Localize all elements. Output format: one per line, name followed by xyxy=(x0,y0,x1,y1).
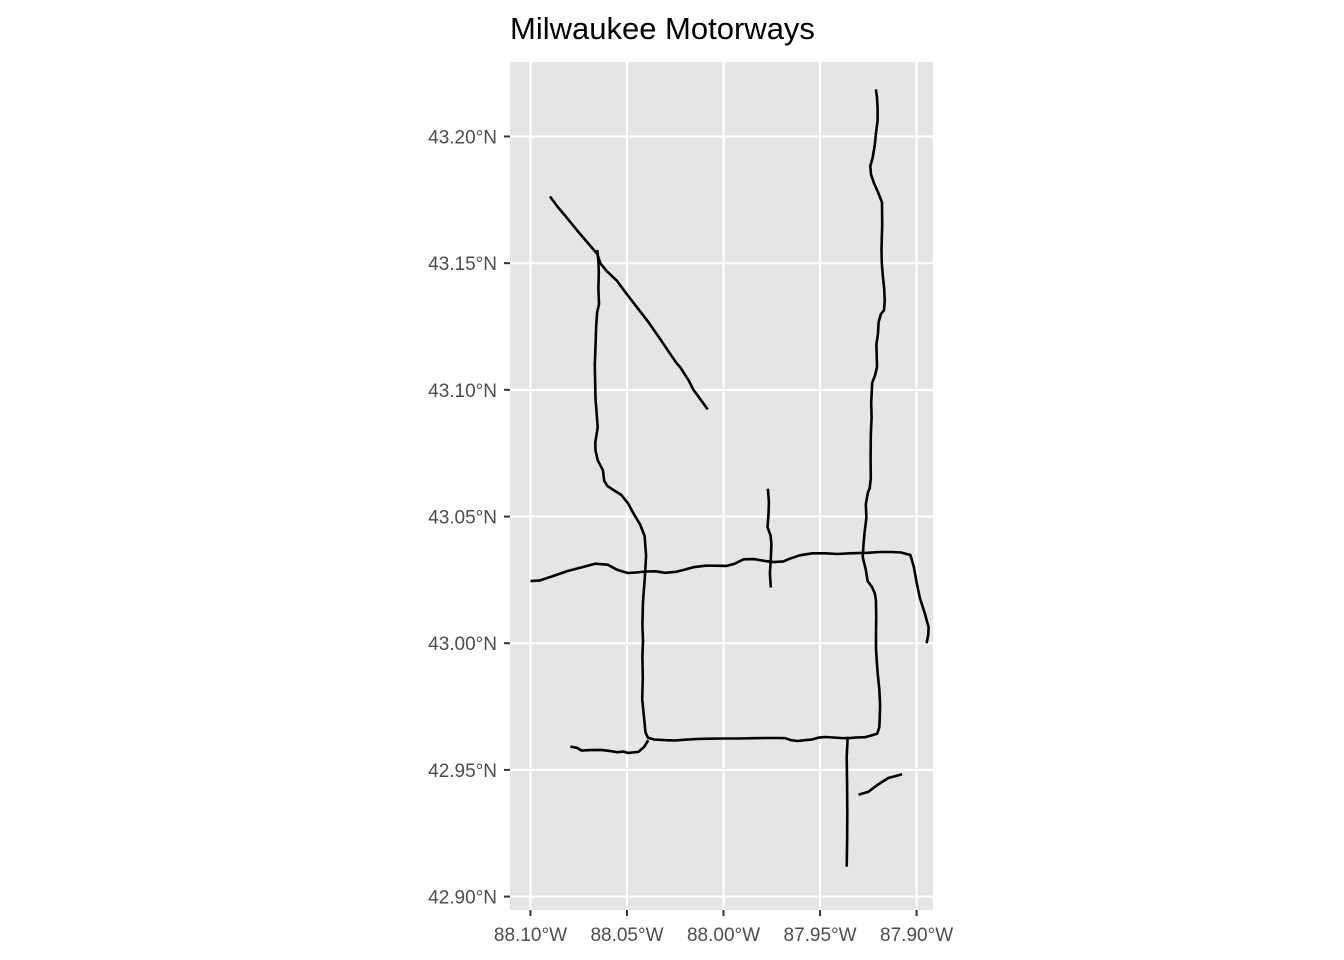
motorway-line xyxy=(766,488,773,588)
x-tick-label: 88.00°W xyxy=(687,925,760,946)
y-tick-label: 43.20°N xyxy=(428,127,497,148)
y-tick-label: 43.15°N xyxy=(428,254,497,275)
motorway-line xyxy=(548,195,709,411)
x-tick-label: 87.95°W xyxy=(784,925,857,946)
motorway-line xyxy=(593,89,887,743)
motorway-line xyxy=(858,772,903,796)
motorway-line xyxy=(530,550,930,644)
roads-layer xyxy=(530,89,930,867)
x-tick-label: 88.10°W xyxy=(494,925,567,946)
y-tick-label: 43.05°N xyxy=(428,508,497,529)
y-tick-label: 43.00°N xyxy=(428,634,497,655)
y-tick-label: 42.95°N xyxy=(428,761,497,782)
y-tick-label: 43.10°N xyxy=(428,381,497,402)
gridlines xyxy=(510,62,933,910)
plot-panel xyxy=(510,62,933,910)
y-tick-label: 42.90°N xyxy=(428,888,497,909)
chart-title: Milwaukee Motorways xyxy=(510,11,815,46)
x-tick-label: 88.05°W xyxy=(590,925,663,946)
axes: 88.10°W 88.05°W 88.00°W 87.95°W 87.90°W 42.90… xyxy=(428,127,953,946)
motorway-line xyxy=(845,736,849,867)
motorway-line xyxy=(570,739,650,755)
x-tick-label: 87.90°W xyxy=(880,925,953,946)
